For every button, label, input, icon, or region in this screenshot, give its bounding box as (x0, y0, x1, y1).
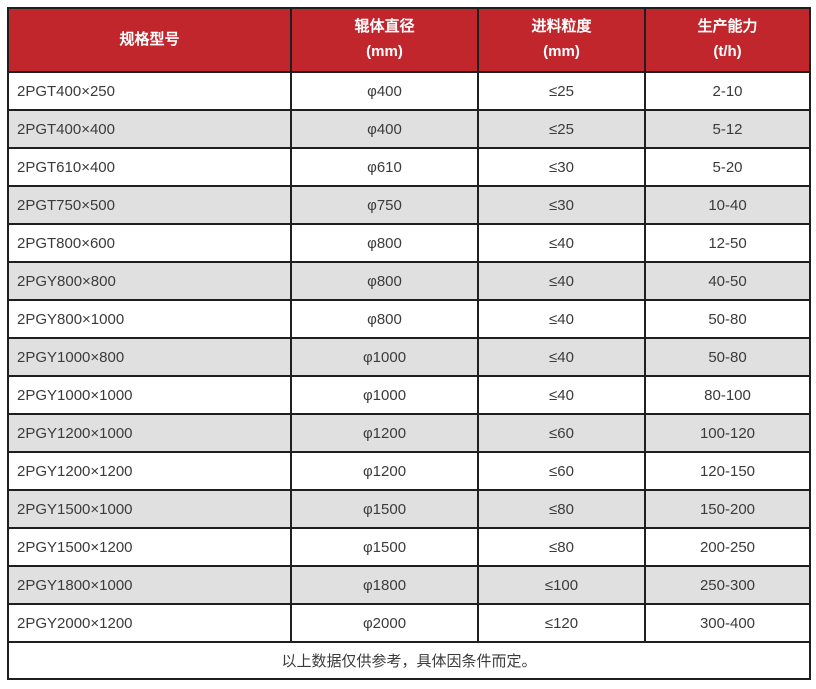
table-cell: 2PGT610×400 (7, 147, 292, 187)
table-cell: 100-120 (644, 413, 811, 453)
table-cell: 2PGY1200×1000 (7, 413, 292, 453)
header-row: 规格型号 辊体直径 (mm) 进料粒度 (mm) 生产能力 (t/h) (7, 7, 811, 73)
table-row: 2PGT400×250 φ400 ≤25 2-10 (7, 71, 811, 111)
table-cell: 2PGY1000×1000 (7, 375, 292, 415)
table-row: 2PGY1200×1000 φ1200 ≤60 100-120 (7, 413, 811, 453)
header-feed-size: 进料粒度 (mm) (477, 7, 646, 73)
table-cell: ≤30 (477, 147, 646, 187)
table-row: 2PGY800×800 φ800 ≤40 40-50 (7, 261, 811, 301)
table-cell: φ1500 (290, 489, 479, 529)
table-row: 2PGT400×400 φ400 ≤25 5-12 (7, 109, 811, 149)
table-cell: 40-50 (644, 261, 811, 301)
header-model: 规格型号 (7, 7, 292, 73)
table-cell: 12-50 (644, 223, 811, 263)
table-cell: φ800 (290, 261, 479, 301)
table-cell: 150-200 (644, 489, 811, 529)
table-cell: φ750 (290, 185, 479, 225)
table-row: 2PGY1000×1000 φ1000 ≤40 80-100 (7, 375, 811, 415)
table-cell: ≤40 (477, 299, 646, 339)
table-cell: φ1000 (290, 375, 479, 415)
table-cell: 5-20 (644, 147, 811, 187)
table-cell: 2PGY800×1000 (7, 299, 292, 339)
table-cell: φ1000 (290, 337, 479, 377)
header-capacity-label: 生产能力 (697, 18, 758, 36)
table-cell: φ2000 (290, 603, 479, 643)
table-row: 2PGT800×600 φ800 ≤40 12-50 (7, 223, 811, 263)
table-cell: φ800 (290, 299, 479, 339)
table-cell: 2PGY1200×1200 (7, 451, 292, 491)
footer-note: 以上数据仅供参考，具体因条件而定。 (7, 641, 811, 680)
table-cell: ≤120 (477, 603, 646, 643)
table-cell: φ400 (290, 71, 479, 111)
table-row: 2PGT610×400 φ610 ≤30 5-20 (7, 147, 811, 187)
header-feed-size-unit: (mm) (543, 43, 580, 60)
table-cell: ≤25 (477, 109, 646, 149)
header-roller-diameter: 辊体直径 (mm) (290, 7, 479, 73)
table-cell: 10-40 (644, 185, 811, 225)
table-cell: 120-150 (644, 451, 811, 491)
table-cell: ≤60 (477, 413, 646, 453)
table-cell: ≤40 (477, 337, 646, 377)
table-cell: 2PGT400×250 (7, 71, 292, 111)
header-roller-diameter-label: 辊体直径 (354, 18, 415, 36)
table-cell: 50-80 (644, 299, 811, 339)
table-cell: 2PGY2000×1200 (7, 603, 292, 643)
table-cell: 5-12 (644, 109, 811, 149)
header-roller-diameter-unit: (mm) (366, 43, 403, 60)
table-cell: 2PGY800×800 (7, 261, 292, 301)
table-cell: 250-300 (644, 565, 811, 605)
table-cell: 2PGY1500×1200 (7, 527, 292, 567)
table-cell: φ610 (290, 147, 479, 187)
table-cell: 200-250 (644, 527, 811, 567)
header-capacity: 生产能力 (t/h) (644, 7, 811, 73)
header-model-label: 规格型号 (119, 30, 180, 48)
table-cell: φ400 (290, 109, 479, 149)
table-row: 2PGY1200×1200 φ1200 ≤60 120-150 (7, 451, 811, 491)
table-cell: ≤25 (477, 71, 646, 111)
table-cell: ≤40 (477, 223, 646, 263)
table-cell: ≤40 (477, 261, 646, 301)
table-row: 2PGT750×500 φ750 ≤30 10-40 (7, 185, 811, 225)
table-cell: 2PGT800×600 (7, 223, 292, 263)
table-cell: ≤60 (477, 451, 646, 491)
table-cell: ≤30 (477, 185, 646, 225)
table-cell: 2PGT400×400 (7, 109, 292, 149)
table-cell: φ800 (290, 223, 479, 263)
table-cell: φ1800 (290, 565, 479, 605)
header-capacity-unit: (t/h) (713, 43, 742, 60)
table-cell: 2PGY1800×1000 (7, 565, 292, 605)
table-cell: ≤40 (477, 375, 646, 415)
spec-table: 规格型号 辊体直径 (mm) 进料粒度 (mm) 生产能力 (t/h) 2PGT… (7, 7, 811, 680)
table-cell: 2-10 (644, 71, 811, 111)
table-row: 2PGY1800×1000 φ1800 ≤100 250-300 (7, 565, 811, 605)
table-cell: ≤80 (477, 489, 646, 529)
table-row: 2PGY1500×1000 φ1500 ≤80 150-200 (7, 489, 811, 529)
table-cell: 300-400 (644, 603, 811, 643)
table-cell: 2PGY1000×800 (7, 337, 292, 377)
table-cell: 2PGY1500×1000 (7, 489, 292, 529)
table-cell: ≤100 (477, 565, 646, 605)
table-row: 2PGY2000×1200 φ2000 ≤120 300-400 (7, 603, 811, 643)
table-row: 2PGY800×1000 φ800 ≤40 50-80 (7, 299, 811, 339)
table-cell: φ1200 (290, 451, 479, 491)
table-row: 2PGY1500×1200 φ1500 ≤80 200-250 (7, 527, 811, 567)
table-row: 2PGY1000×800 φ1000 ≤40 50-80 (7, 337, 811, 377)
table-cell: 50-80 (644, 337, 811, 377)
header-feed-size-label: 进料粒度 (531, 18, 592, 36)
table-cell: φ1500 (290, 527, 479, 567)
table-body: 2PGT400×250 φ400 ≤25 2-10 2PGT400×400 φ400 ≤25… (7, 71, 811, 643)
table-cell: 80-100 (644, 375, 811, 415)
table-cell: φ1200 (290, 413, 479, 453)
table-cell: 2PGT750×500 (7, 185, 292, 225)
table-cell: ≤80 (477, 527, 646, 567)
footer-row: 以上数据仅供参考，具体因条件而定。 (7, 641, 811, 680)
